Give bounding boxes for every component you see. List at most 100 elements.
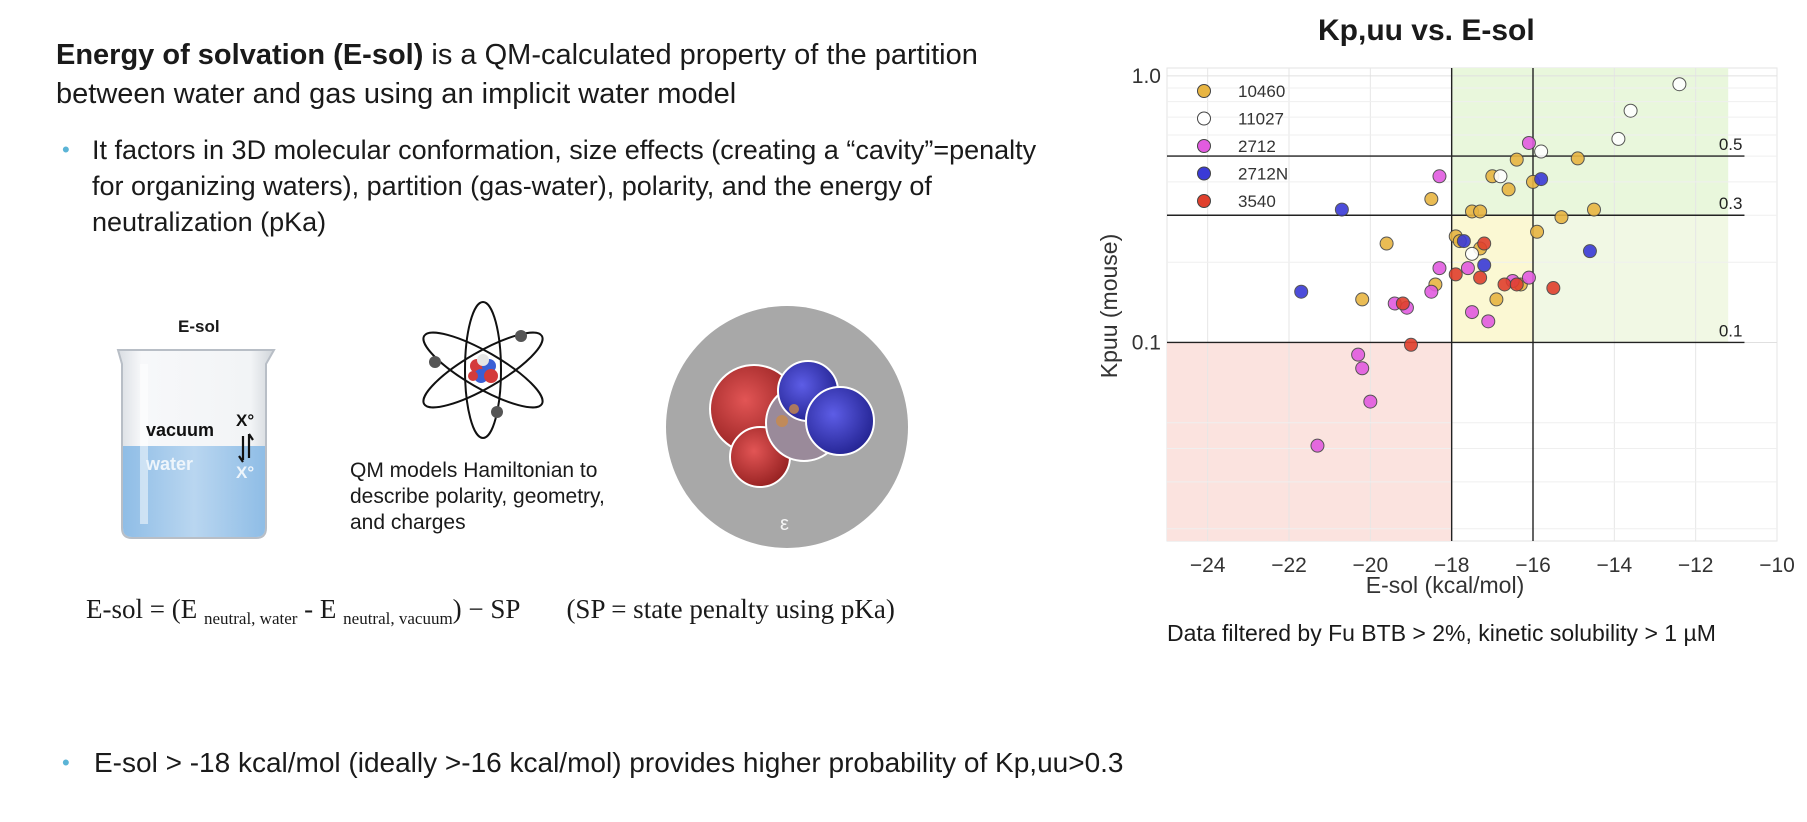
data-point: [1477, 236, 1492, 251]
data-point: [1424, 192, 1439, 207]
data-point: [1489, 292, 1504, 307]
chart-footnote: Data filtered by Fu BTB > 2%, kinetic so…: [1167, 620, 1716, 646]
intro-rest: is a QM-calculated property of the parti…: [56, 39, 978, 110]
eq-end: ) − SP: [452, 594, 521, 624]
data-point: [1351, 347, 1366, 362]
bullet-conclusion: • E-sol > -18 kcal/mol (ideally >-16 kca…: [62, 744, 1394, 782]
eq-sub-vacuum: neutral, vacuum: [343, 609, 453, 628]
hline-label: 0.3: [1719, 194, 1743, 213]
data-point: [1465, 246, 1479, 261]
data-point: [1521, 135, 1536, 150]
eq-mid: - E: [297, 594, 344, 624]
y-tick-label: 1.0: [1132, 65, 1161, 88]
data-point: [1534, 144, 1549, 159]
shaded-region-0: [1167, 342, 1452, 541]
data-point: [1473, 204, 1488, 219]
x-tick-label: −14: [1597, 554, 1633, 577]
legend-marker-11027: [1197, 111, 1211, 126]
x-tick-label: −12: [1678, 554, 1714, 577]
data-point: [1355, 292, 1370, 307]
data-point: [1395, 296, 1410, 311]
scatter-chart: 0.5 0.3 0.1 −24 −22 −20 −18 −16 −14 −12 −10 1.0 0.1 E…: [1096, 65, 1795, 598]
hline-label: 0.1: [1719, 321, 1743, 340]
bullet-conclusion-text: E-sol > -18 kcal/mol (ideally >-16 kcal/…: [94, 747, 1124, 778]
bullet-dot-icon: •: [62, 750, 70, 775]
qm-caption: QM models Hamiltonian to describe polari…: [350, 459, 605, 534]
data-point: [1379, 236, 1394, 251]
atom-icon: [422, 301, 544, 439]
eq-lhs: E-sol = (E: [86, 594, 204, 624]
beaker-water-label: water: [145, 454, 193, 474]
legend-marker-3540: [1197, 194, 1211, 208]
shaded-region-3: [1533, 215, 1729, 343]
data-point: [1554, 210, 1569, 225]
data-point: [1363, 394, 1378, 409]
data-point: [1497, 277, 1512, 292]
data-point: [1481, 314, 1496, 329]
y-axis-label: Kpuu (mouse): [1096, 234, 1122, 378]
data-point: [1294, 284, 1309, 299]
data-point: [1465, 305, 1479, 320]
bullet-factors: • It factors in 3D molecular conformatio…: [62, 132, 1042, 240]
data-point: [1582, 244, 1597, 259]
legend-label-11027: 11027: [1238, 110, 1284, 129]
legend-marker-10460: [1197, 84, 1211, 98]
data-point: [1310, 438, 1325, 453]
data-point: [1460, 261, 1475, 276]
legend-label-2712: 2712: [1238, 137, 1276, 156]
data-point: [1493, 169, 1508, 184]
hline-label: 0.5: [1719, 135, 1743, 154]
legend-label-3540: 3540: [1238, 192, 1276, 211]
data-point: [1404, 337, 1418, 352]
chart-title: Kp,uu vs. E-sol: [1318, 14, 1535, 47]
intro-paragraph: Energy of solvation (E-sol) is a QM-calc…: [56, 36, 1016, 114]
data-point: [1530, 224, 1545, 239]
data-point: [1448, 267, 1463, 282]
data-point: [1509, 277, 1524, 292]
data-point: [1355, 361, 1370, 376]
data-point: [1611, 131, 1626, 146]
beaker-illustration: vacuum water X° X°: [116, 349, 276, 539]
x-axis-label: E-sol (kcal/mol): [1366, 572, 1524, 598]
beaker-caption: E-sol: [178, 317, 220, 336]
x-tick-label: −20: [1353, 554, 1389, 577]
data-point: [1334, 202, 1349, 217]
legend-marker-2712N: [1197, 166, 1211, 181]
series-11027: [1465, 77, 1687, 261]
intro-bold: Energy of solvation (E-sol): [56, 39, 424, 71]
x-tick-label: −16: [1515, 554, 1551, 577]
legend-label-2712N: 2712N: [1238, 165, 1288, 184]
equilibrium-arrows-icon: [238, 436, 245, 463]
data-point: [1473, 270, 1488, 285]
data-point: [1424, 284, 1439, 299]
epsilon-label: ε: [780, 513, 789, 535]
x-tick-label: −24: [1190, 554, 1226, 577]
data-point: [1432, 261, 1447, 276]
series-3540: [1395, 236, 1561, 352]
data-point: [1570, 151, 1585, 166]
x-tick-label: −22: [1271, 554, 1307, 577]
bullet-dot-icon: •: [62, 137, 70, 162]
eq-note: (SP = state penalty using pKa): [566, 594, 895, 624]
data-point: [1521, 270, 1536, 285]
beaker-vacuum-label: vacuum: [146, 420, 214, 440]
eq-sub-water: neutral, water: [203, 609, 298, 628]
y-tick-label: 0.1: [1132, 331, 1161, 354]
series-2712N: [1294, 172, 1597, 299]
shaded-region-2: [1451, 68, 1729, 216]
beaker-x-top: X°: [236, 411, 254, 430]
data-point: [1456, 234, 1471, 249]
data-point: [1534, 172, 1549, 187]
esol-equation: E-sol = (E neutral, water - E neutral, v…: [86, 594, 895, 629]
data-point: [1509, 152, 1524, 167]
x-tick-label: −10: [1759, 554, 1795, 577]
legend-marker-2712: [1197, 139, 1211, 153]
data-point: [1501, 182, 1516, 197]
data-point: [1587, 202, 1601, 217]
data-point: [1623, 103, 1638, 118]
data-point: [1432, 169, 1447, 184]
solvated-molecule-illustration: ε: [666, 306, 908, 548]
beaker-x-bottom: X°: [236, 463, 254, 482]
data-point: [1546, 281, 1561, 296]
data-point: [1672, 77, 1687, 92]
